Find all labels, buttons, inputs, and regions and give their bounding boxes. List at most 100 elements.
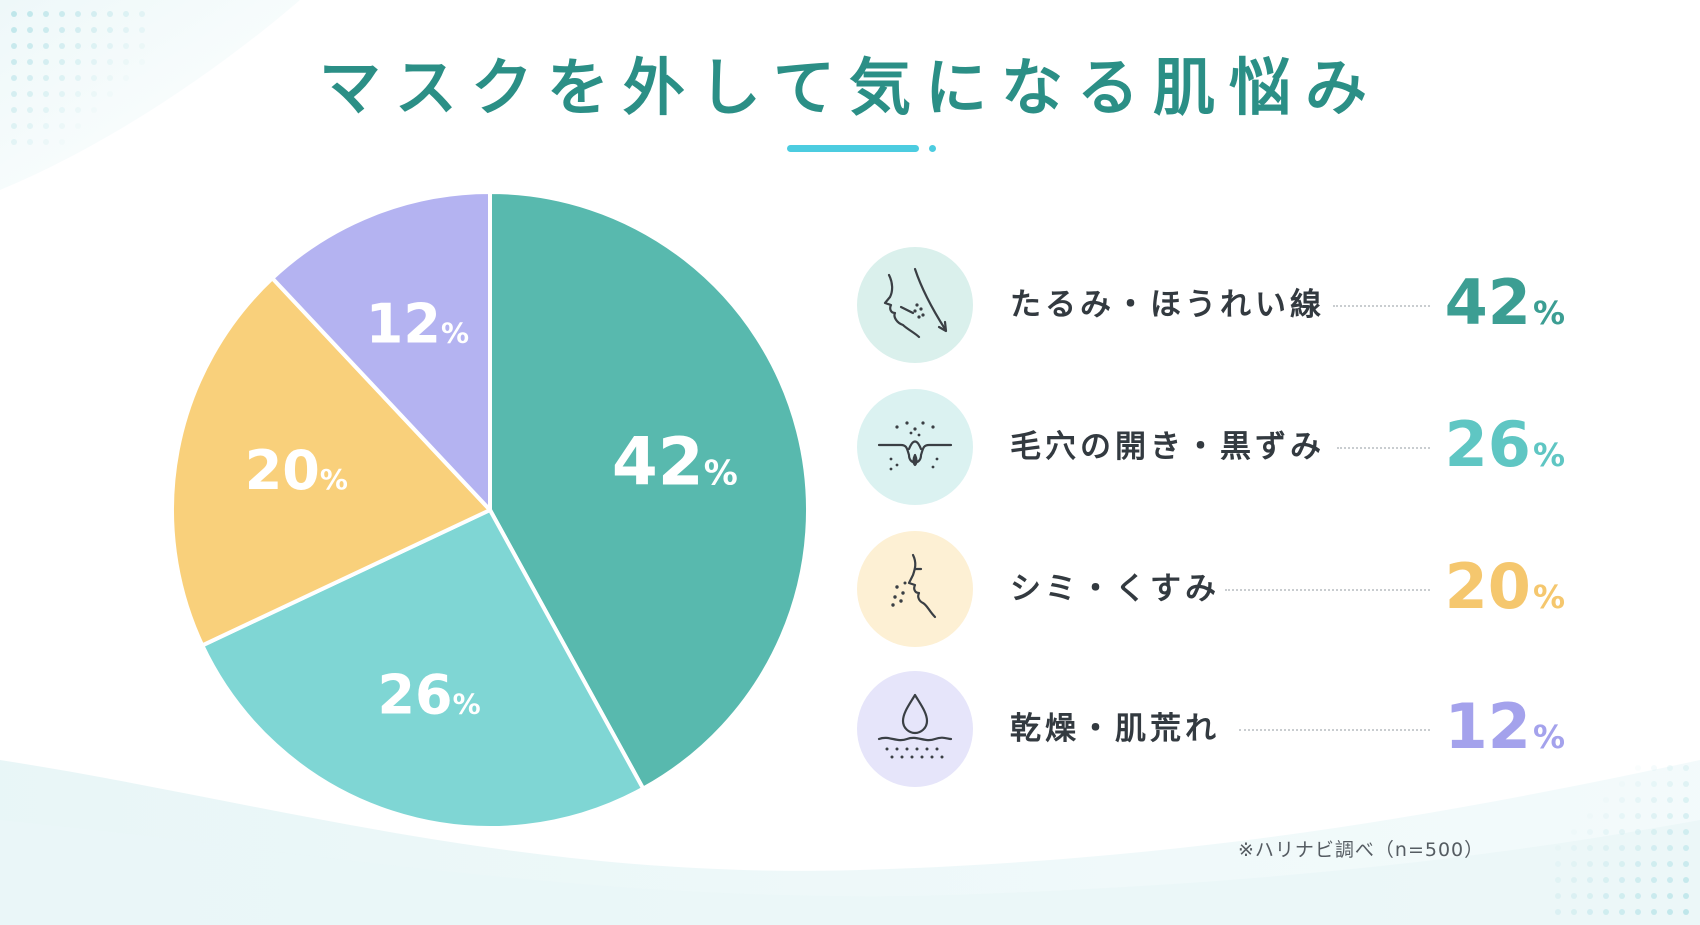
decor-dot: [1619, 829, 1625, 835]
decor-dot: [1555, 845, 1561, 851]
decor-dot: [75, 107, 81, 113]
decor-dot: [1571, 893, 1577, 899]
decor-dot: [1571, 829, 1577, 835]
decor-dot: [123, 75, 129, 81]
pie-slice-label-number: 26: [377, 664, 452, 727]
decor-dot: [27, 59, 33, 65]
decor-dot: [75, 91, 81, 97]
decor-dot: [1619, 781, 1625, 787]
decor-dot: [1635, 797, 1641, 803]
decor-dot: [27, 123, 33, 129]
decor-dot: [1651, 765, 1657, 771]
decor-dot: [1667, 845, 1673, 851]
decor-dot: [1603, 909, 1609, 915]
decor-dot: [1683, 797, 1689, 803]
decor-dot: [43, 139, 49, 145]
decor-dot: [75, 75, 81, 81]
legend-value: 26%: [1445, 407, 1565, 493]
legend-value: 20%: [1445, 549, 1565, 635]
legend-value-unit: %: [1532, 578, 1565, 616]
legend-leader-line: [1337, 447, 1430, 449]
legend-icon-bg: [857, 247, 973, 363]
source-note: ※ハリナビ調べ（n=500）: [1238, 839, 1485, 861]
decor-dot: [1635, 909, 1641, 915]
pie-slice: [488, 190, 811, 791]
decor-dot: [1651, 909, 1657, 915]
decor-dot: [43, 59, 49, 65]
decor-dot: [107, 75, 113, 81]
decor-dot: [75, 11, 81, 17]
decor-dot: [27, 91, 33, 97]
decor-dot: [1587, 909, 1593, 915]
decor-dot: [1603, 813, 1609, 819]
decor-dot: [11, 59, 17, 65]
legend-leader-line: [1333, 305, 1430, 307]
legend-item-sagging: たるみ・ほうれい線 42%: [855, 247, 1565, 363]
decor-dot: [1651, 813, 1657, 819]
decor-dot: [91, 43, 97, 49]
decor-dot: [1603, 893, 1609, 899]
decor-dot: [75, 59, 81, 65]
decor-dot: [59, 123, 65, 129]
decor-dot: [11, 107, 17, 113]
decor-dot: [43, 123, 49, 129]
decor-dot: [139, 27, 145, 33]
pie-slice: [170, 276, 492, 648]
pie-slice-label: 42%: [612, 424, 738, 501]
decor-dot: [1587, 845, 1593, 851]
decor-dot: [1603, 845, 1609, 851]
decor-dot: [123, 11, 129, 17]
legend-label: シミ・くすみ: [1010, 571, 1220, 607]
decor-dot: [1635, 845, 1641, 851]
decor-dot: [1587, 861, 1593, 867]
decor-dot: [11, 123, 17, 129]
decor-dot: [11, 91, 17, 97]
decor-dot: [1683, 861, 1689, 867]
decor-dot: [1571, 861, 1577, 867]
decor-dot: [123, 43, 129, 49]
decor-dot: [1683, 845, 1689, 851]
legend-label: 毛穴の開き・黒ずみ: [1010, 429, 1325, 465]
legend-leader-line: [1239, 729, 1430, 731]
decor-dot: [11, 27, 17, 33]
decor-dot: [1683, 909, 1689, 915]
decor-dot: [1587, 877, 1593, 883]
decor-dot: [1683, 877, 1689, 883]
decor-dot: [1651, 797, 1657, 803]
pie-slice-label: 20%: [245, 439, 348, 502]
decor-dot: [1635, 893, 1641, 899]
pie-slice-label-number: 20: [245, 439, 320, 502]
decor-dot: [1555, 861, 1561, 867]
decor-dot: [1651, 861, 1657, 867]
decor-dot: [59, 11, 65, 17]
decor-dot: [1555, 877, 1561, 883]
legend-value-unit: %: [1532, 718, 1565, 756]
decor-dot: [1667, 781, 1673, 787]
decor-dot: [91, 75, 97, 81]
decor-dot: [1635, 861, 1641, 867]
decor-dot: [1635, 829, 1641, 835]
legend-icon-bg: [857, 671, 973, 787]
decor-dot: [1667, 909, 1673, 915]
decor-dot: [1619, 893, 1625, 899]
decor-dot: [91, 27, 97, 33]
decor-dot: [1635, 765, 1641, 771]
decor-dot: [139, 59, 145, 65]
decor-dot: [107, 11, 113, 17]
legend-leader-line: [1225, 589, 1430, 591]
title-underline-dot: [929, 145, 936, 152]
pie-slice: [270, 190, 492, 512]
decor-dot: [1571, 877, 1577, 883]
decor-dot: [27, 27, 33, 33]
decor-dot: [1683, 765, 1689, 771]
decor-dot: [27, 107, 33, 113]
legend-label: 乾燥・肌荒れ: [1010, 711, 1220, 747]
decor-dot: [1667, 861, 1673, 867]
pie-slice-label: 12%: [366, 293, 469, 356]
legend-value-number: 12: [1444, 690, 1531, 763]
decor-dot: [1635, 813, 1641, 819]
decor-dot: [59, 139, 65, 145]
decor-dot: [59, 107, 65, 113]
decor-dot: [1683, 829, 1689, 835]
pie-slice-label-unit: %: [441, 317, 469, 350]
